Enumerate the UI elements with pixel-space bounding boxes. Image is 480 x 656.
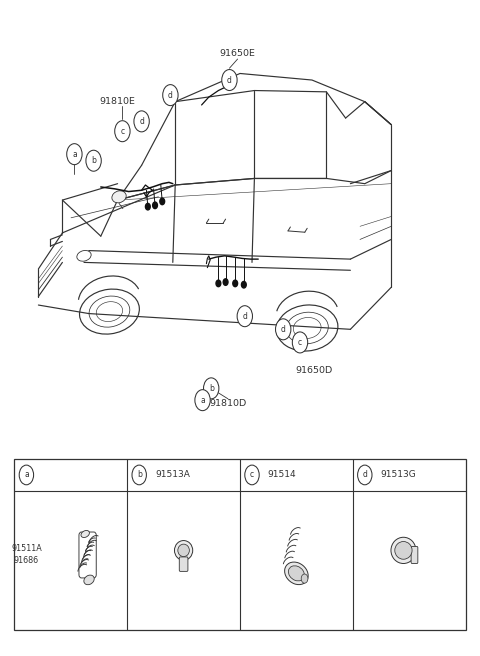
Text: c: c xyxy=(120,127,124,136)
Text: 91810D: 91810D xyxy=(209,399,247,408)
Text: d: d xyxy=(242,312,247,321)
Text: d: d xyxy=(168,91,173,100)
Circle shape xyxy=(222,70,237,91)
Text: 91514: 91514 xyxy=(268,470,297,480)
Text: d: d xyxy=(227,75,232,85)
Ellipse shape xyxy=(288,565,304,581)
Text: 91511A
91686: 91511A 91686 xyxy=(11,544,42,565)
Circle shape xyxy=(134,111,149,132)
Circle shape xyxy=(160,198,165,205)
Circle shape xyxy=(145,203,150,210)
Ellipse shape xyxy=(395,542,412,559)
Circle shape xyxy=(228,81,233,89)
Circle shape xyxy=(216,280,221,287)
Circle shape xyxy=(115,121,130,142)
Text: b: b xyxy=(137,470,142,480)
Text: d: d xyxy=(281,325,286,334)
Circle shape xyxy=(233,280,238,287)
Circle shape xyxy=(237,306,252,327)
FancyBboxPatch shape xyxy=(79,532,96,578)
Circle shape xyxy=(223,279,228,285)
Ellipse shape xyxy=(84,575,94,584)
Circle shape xyxy=(163,85,178,106)
Circle shape xyxy=(292,332,308,353)
Circle shape xyxy=(86,150,101,171)
Circle shape xyxy=(301,574,308,583)
Circle shape xyxy=(241,281,246,288)
Ellipse shape xyxy=(285,562,308,584)
Text: 91650D: 91650D xyxy=(296,366,333,375)
Text: 91513G: 91513G xyxy=(381,470,416,480)
Ellipse shape xyxy=(178,544,189,556)
Text: 91650E: 91650E xyxy=(220,49,255,58)
Text: a: a xyxy=(72,150,77,159)
Text: 91810E: 91810E xyxy=(100,97,135,106)
Ellipse shape xyxy=(81,531,89,537)
Text: d: d xyxy=(362,470,367,480)
FancyBboxPatch shape xyxy=(411,546,418,564)
Text: c: c xyxy=(250,470,254,480)
Circle shape xyxy=(67,144,82,165)
Circle shape xyxy=(195,390,210,411)
FancyBboxPatch shape xyxy=(179,557,188,571)
Text: a: a xyxy=(24,470,29,480)
Text: c: c xyxy=(298,338,302,347)
Circle shape xyxy=(19,465,34,485)
Text: a: a xyxy=(200,396,205,405)
Circle shape xyxy=(153,202,157,209)
Circle shape xyxy=(132,465,146,485)
Circle shape xyxy=(204,378,219,399)
Circle shape xyxy=(245,465,259,485)
Text: b: b xyxy=(91,156,96,165)
Circle shape xyxy=(358,465,372,485)
Text: 91513A: 91513A xyxy=(155,470,190,480)
Ellipse shape xyxy=(174,541,192,560)
Ellipse shape xyxy=(112,191,126,203)
Text: b: b xyxy=(209,384,214,393)
Text: d: d xyxy=(139,117,144,126)
Circle shape xyxy=(276,319,291,340)
Bar xyxy=(14,459,466,630)
Ellipse shape xyxy=(391,537,416,564)
